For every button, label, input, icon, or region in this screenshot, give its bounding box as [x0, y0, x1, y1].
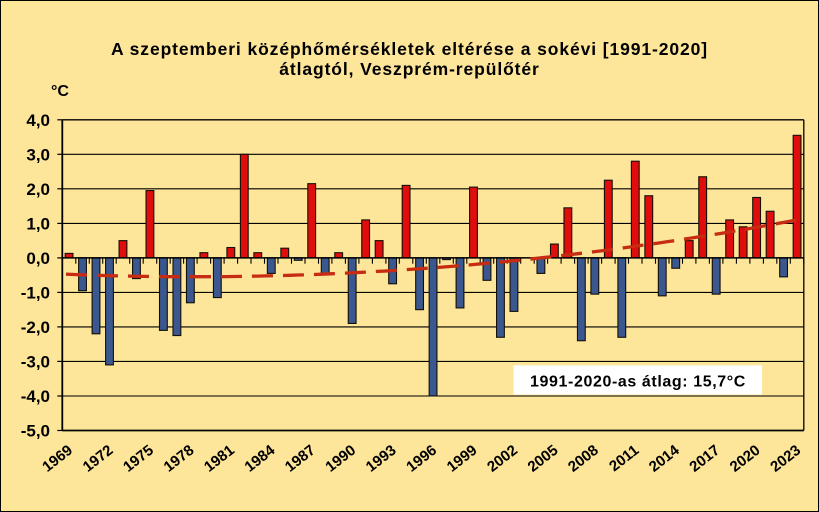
svg-text:2011: 2011: [606, 442, 642, 475]
svg-text:0,0: 0,0: [26, 249, 50, 268]
svg-text:1999: 1999: [444, 442, 481, 476]
svg-text:1969: 1969: [39, 442, 76, 476]
svg-text:-4,0: -4,0: [21, 387, 50, 406]
svg-text:-1,0: -1,0: [21, 284, 50, 303]
svg-text:1972: 1972: [80, 442, 117, 476]
svg-text:2023: 2023: [767, 442, 804, 476]
svg-text:1984: 1984: [241, 441, 278, 475]
svg-text:1981: 1981: [201, 442, 238, 476]
svg-text:1996: 1996: [403, 442, 440, 476]
svg-text:-2,0: -2,0: [21, 318, 50, 337]
svg-text:-5,0: -5,0: [21, 422, 50, 441]
svg-text:2002: 2002: [484, 442, 521, 476]
svg-text:2020: 2020: [727, 442, 764, 476]
svg-text:1,0: 1,0: [26, 215, 50, 234]
svg-text:1991-2020-as átlag: 15,7°C: 1991-2020-as átlag: 15,7°C: [530, 374, 746, 391]
svg-text:°C: °C: [51, 83, 69, 100]
svg-text:-3,0: -3,0: [21, 353, 50, 372]
svg-text:2017: 2017: [686, 442, 723, 476]
svg-text:1990: 1990: [322, 442, 359, 476]
svg-text:1975: 1975: [120, 442, 157, 476]
svg-text:2005: 2005: [525, 442, 562, 476]
svg-text:3,0: 3,0: [26, 146, 50, 165]
svg-text:2008: 2008: [565, 442, 602, 476]
svg-text:2014: 2014: [646, 441, 683, 475]
svg-text:1987: 1987: [282, 442, 319, 476]
svg-text:1993: 1993: [363, 442, 400, 476]
svg-text:2,0: 2,0: [26, 180, 50, 199]
svg-text:1978: 1978: [161, 442, 198, 476]
svg-text:4,0: 4,0: [26, 111, 50, 130]
